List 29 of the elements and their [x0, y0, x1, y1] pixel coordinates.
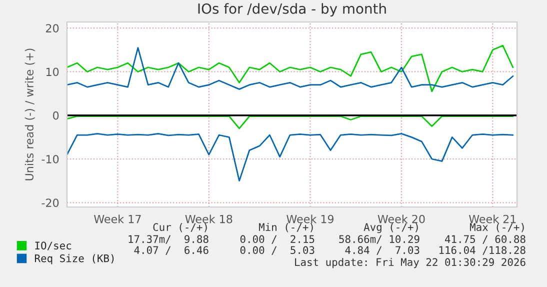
y-tick-label: 20: [46, 24, 59, 32]
text: Cur (-/+): [153, 223, 207, 232]
text: Last update: Fri May 22 01:30:29 2026: [295, 258, 526, 268]
line-series: [67, 116, 514, 130]
y-tick-label: -10: [42, 154, 59, 164]
legend-label: IO/sec: [35, 242, 71, 250]
x-tick-label: Week 20: [378, 214, 425, 224]
x-tick-label: Week 18: [185, 214, 232, 224]
x-tick-label: Week 19: [286, 214, 334, 224]
text: 4.07 / 6.46: [134, 246, 208, 255]
y-axis-title: Units read (-) / write (+): [24, 48, 35, 180]
legend-label: Req Size (KB): [34, 254, 114, 264]
line-series: [67, 133, 514, 182]
text: 116.04 /118.28: [439, 246, 526, 255]
text: 58.66m/ 10.29: [339, 235, 420, 244]
text: Min (-/+): [258, 222, 313, 232]
text: Max (-/+): [470, 223, 524, 232]
y-tick-label: 0: [53, 111, 59, 120]
chart-title: IOs for /dev/sda - by month: [198, 3, 386, 17]
y-tick-label: -20: [42, 198, 59, 208]
y-tick-label: 10: [46, 68, 59, 76]
text: 0.00 / 5.03: [240, 246, 314, 255]
text: 17.37m/ 9.88: [128, 235, 208, 244]
x-tick-label: Week 21: [468, 214, 516, 224]
x-tick-label: Week 17: [94, 214, 141, 224]
text: 4.84 / 7.03: [345, 246, 420, 255]
text: 41.75 / 60.88: [444, 235, 526, 244]
text: 0.00 / 2.15: [240, 235, 314, 244]
text: Avg (-/+): [364, 222, 418, 234]
